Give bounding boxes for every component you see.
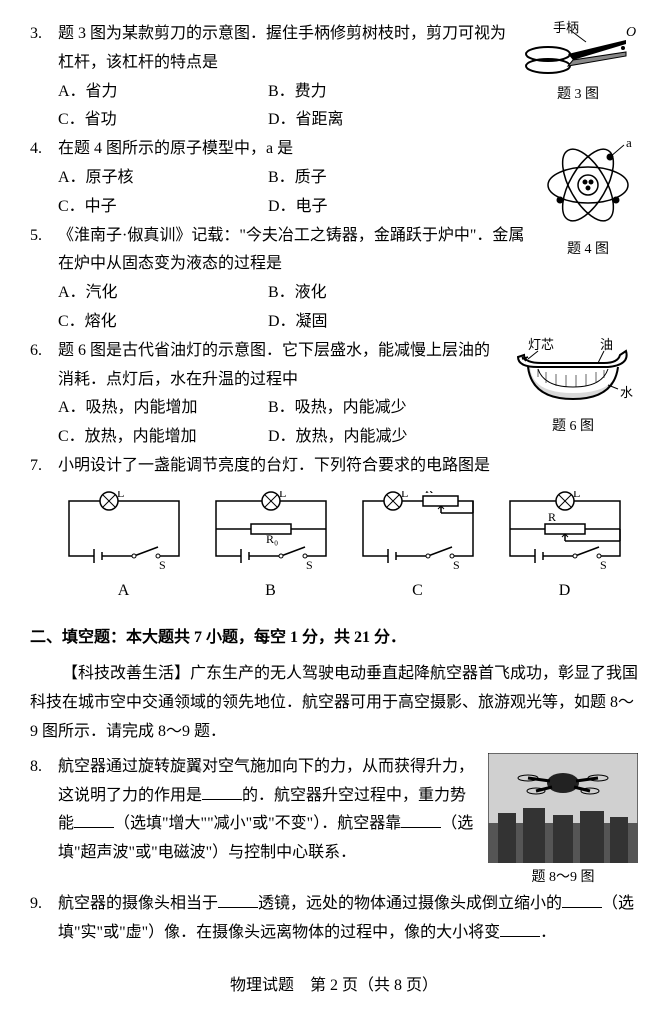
circuit-d: L R S D: [500, 491, 630, 606]
q8-fig-label: 题 8～9 图: [488, 865, 638, 890]
q7-number: 7.: [30, 452, 58, 481]
q6-fig-oil-label: 油: [600, 337, 613, 352]
q6-opt-c: C．放热，内能增加: [58, 423, 268, 452]
circuit-a-lamp-label: L: [117, 491, 124, 500]
q4-opt-b: B．质子: [268, 164, 478, 193]
circuit-c-lamp-label: L: [401, 491, 408, 500]
q7-stem: 小明设计了一盏能调节亮度的台灯．下列符合要求的电路图是: [58, 452, 638, 481]
q3-opt-a: A．省力: [58, 78, 268, 107]
q8-part3: （选填"增大""减小"或"不变"）．航空器靠: [114, 815, 401, 832]
question-9-block: 9. 航空器的摄像头相当于透镜，远处的物体通过摄像头成倒立缩小的（选填"实"或"…: [30, 890, 638, 948]
oil-lamp-icon: 灯芯 油 水: [508, 337, 638, 412]
circuit-a-icon: L S: [59, 491, 189, 571]
q4-figure: a 题 4 图: [538, 135, 638, 337]
q3-fig-handle-label: 手柄: [553, 20, 579, 35]
q5-number: 5.: [30, 222, 58, 280]
circuit-d-switch-label: S: [600, 558, 607, 571]
circuit-b-icon: L R₀ S: [206, 491, 336, 571]
circuit-c: L R S C: [353, 491, 483, 606]
q4-fig-label: 题 4 图: [538, 237, 638, 262]
q5-opt-b: B．液化: [268, 279, 478, 308]
question-4-5-block: 4. 在题 4 图所示的原子模型中，a 是 A．原子核 B．质子 C．中子 D．…: [30, 135, 638, 337]
q9-part2: 透镜，远处的物体通过摄像头成倒立缩小的: [258, 895, 562, 912]
scissors-icon: 手柄 O: [518, 20, 638, 80]
circuit-b-lamp-label: L: [279, 491, 286, 500]
section2-header: 二、填空题：本大题共 7 小题，每空 1 分，共 21 分．: [30, 624, 638, 653]
question-6-block: 6. 题 6 图是古代省油灯的示意图．它下层盛水，能减慢上层油的消耗．点灯后，水…: [30, 337, 638, 452]
circuit-c-label: C: [353, 577, 483, 606]
circuit-c-resistor-label: R: [425, 491, 433, 496]
q8-blank2: [74, 811, 114, 828]
circuit-b: L R₀ S B: [206, 491, 336, 606]
q3-figure: 手柄 O 题 3 图: [518, 20, 638, 135]
q3-stem: 题 3 图为某款剪刀的示意图．握住手柄修剪树枝时，剪刀可视为杠杆，该杠杆的特点是: [58, 20, 508, 78]
q6-opt-a: A．吸热，内能增加: [58, 394, 268, 423]
circuit-d-label: D: [500, 577, 630, 606]
q6-opt-b: B．吸热，内能减少: [268, 394, 478, 423]
question-8-content: 8. 航空器通过旋转旋翼对空气施加向下的力，从而获得升力，这说明了力的作用是的．…: [30, 753, 478, 890]
circuit-d-resistor-label: R: [548, 510, 556, 524]
circuit-d-icon: L R S: [500, 491, 630, 571]
q6-stem: 题 6 图是古代省油灯的示意图．它下层盛水，能减慢上层油的消耗．点灯后，水在升温…: [58, 337, 498, 395]
question-8-block: 8. 航空器通过旋转旋翼对空气施加向下的力，从而获得升力，这说明了力的作用是的．…: [30, 753, 638, 890]
q4-opt-d: D．电子: [268, 193, 478, 222]
q6-fig-wick-label: 灯芯: [528, 337, 554, 352]
q4-stem: 在题 4 图所示的原子模型中，a 是: [58, 135, 528, 164]
q5-opt-d: D．凝固: [268, 308, 478, 337]
question-4-5-content: 4. 在题 4 图所示的原子模型中，a 是 A．原子核 B．质子 C．中子 D．…: [30, 135, 528, 337]
q8-blank1: [202, 783, 242, 800]
q6-figure: 灯芯 油 水 题 6 图: [508, 337, 638, 452]
q8-number: 8.: [30, 753, 58, 868]
q9-blank3: [500, 920, 540, 937]
q6-fig-label: 题 6 图: [508, 414, 638, 439]
q4-number: 4.: [30, 135, 58, 164]
q4-opt-c: C．中子: [58, 193, 268, 222]
q3-number: 3.: [30, 20, 58, 78]
q5-stem: 《淮南子·俶真训》记载："今夫冶工之铸器，金踊跃于炉中"．金属在炉中从固态变为液…: [58, 222, 528, 280]
q8-figure: 题 8～9 图: [488, 753, 638, 890]
q9-part4: ．: [540, 924, 556, 941]
question-7-block: 7. 小明设计了一盏能调节亮度的台灯．下列符合要求的电路图是 L S A: [30, 452, 638, 606]
q9-stem: 航空器的摄像头相当于透镜，远处的物体通过摄像头成倒立缩小的（选填"实"或"虚"）…: [58, 890, 638, 948]
q5-opt-a: A．汽化: [58, 279, 268, 308]
q4-opt-a: A．原子核: [58, 164, 268, 193]
q8-blank3: [401, 811, 441, 828]
q3-fig-pivot-label: O: [626, 25, 636, 40]
aircraft-photo-icon: [488, 753, 638, 863]
circuit-d-lamp-label: L: [573, 491, 580, 500]
q5-opt-c: C．熔化: [58, 308, 268, 337]
question-6-content: 6. 题 6 图是古代省油灯的示意图．它下层盛水，能减慢上层油的消耗．点灯后，水…: [30, 337, 498, 452]
question-3-content: 3. 题 3 图为某款剪刀的示意图．握住手柄修剪树枝时，剪刀可视为杠杆，该杠杆的…: [30, 20, 508, 135]
q9-blank1: [218, 891, 258, 908]
q7-circuits: L S A L R₀: [50, 491, 638, 606]
q9-part1: 航空器的摄像头相当于: [58, 895, 218, 912]
circuit-b-label: B: [206, 577, 336, 606]
circuit-a-switch-label: S: [159, 558, 166, 571]
q3-opt-b: B．费力: [268, 78, 478, 107]
q6-opt-d: D．放热，内能减少: [268, 423, 478, 452]
circuit-b-resistor-label: R₀: [266, 532, 278, 546]
question-3-block: 3. 题 3 图为某款剪刀的示意图．握住手柄修剪树枝时，剪刀可视为杠杆，该杠杆的…: [30, 20, 638, 135]
q3-fig-label: 题 3 图: [518, 82, 638, 107]
section2-intro: 【科技改善生活】广东生产的无人驾驶电动垂直起降航空器首飞成功，彰显了我国科技在城…: [30, 660, 638, 746]
q4-fig-a-label: a: [626, 135, 632, 150]
q6-number: 6.: [30, 337, 58, 395]
q6-fig-water-label: 水: [620, 385, 633, 400]
circuit-b-switch-label: S: [306, 558, 313, 571]
circuit-c-switch-label: S: [453, 558, 460, 571]
circuit-c-icon: L R S: [353, 491, 483, 571]
q8-stem: 航空器通过旋转旋翼对空气施加向下的力，从而获得升力，这说明了力的作用是的．航空器…: [58, 753, 478, 868]
circuit-a: L S A: [59, 491, 189, 606]
circuit-a-label: A: [59, 577, 189, 606]
atom-icon: a: [538, 135, 638, 235]
q9-blank2: [562, 891, 602, 908]
q3-opt-d: D．省距离: [268, 106, 478, 135]
q3-opt-c: C．省功: [58, 106, 268, 135]
q9-number: 9.: [30, 890, 58, 948]
page-footer: 物理试题 第 2 页（共 8 页）: [30, 972, 638, 1001]
